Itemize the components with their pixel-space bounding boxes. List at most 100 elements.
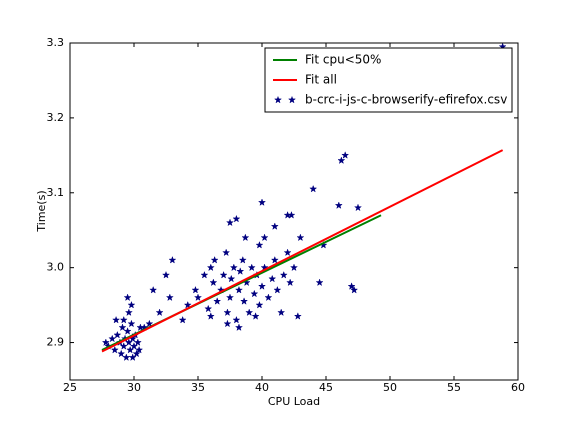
point — [122, 353, 131, 361]
point — [133, 338, 142, 347]
point — [286, 278, 295, 287]
point — [255, 240, 264, 249]
point — [124, 308, 133, 317]
legend-marker — [273, 95, 283, 104]
point — [168, 255, 177, 264]
point — [206, 263, 215, 272]
point — [123, 327, 132, 335]
point — [145, 319, 154, 328]
point — [260, 233, 269, 242]
point — [222, 248, 231, 257]
point — [250, 289, 259, 298]
x-tick-label: 60 — [511, 381, 525, 394]
legend-label: Fit cpu<50% — [305, 53, 381, 67]
point — [178, 315, 187, 324]
point — [241, 233, 250, 242]
point — [108, 334, 117, 343]
y-tick-label: 3.2 — [47, 111, 65, 124]
point — [161, 270, 171, 279]
point — [268, 274, 277, 283]
point — [165, 293, 174, 302]
point — [232, 315, 241, 324]
point — [210, 255, 219, 264]
point — [127, 300, 136, 309]
point — [124, 338, 133, 347]
point — [353, 203, 363, 212]
point — [315, 278, 324, 287]
y-tick-label: 3.0 — [47, 261, 65, 274]
point — [227, 274, 236, 283]
point — [334, 201, 343, 209]
point — [225, 218, 235, 227]
x-tick-label: 30 — [127, 381, 141, 394]
point — [229, 263, 238, 272]
point — [255, 300, 264, 309]
point — [155, 308, 164, 317]
point — [232, 214, 241, 223]
point — [296, 233, 305, 242]
point — [127, 319, 136, 328]
point — [287, 210, 296, 219]
point — [223, 308, 232, 317]
point — [204, 304, 213, 313]
point — [209, 278, 218, 287]
point — [337, 156, 346, 165]
point — [289, 263, 299, 272]
point — [123, 293, 132, 302]
point — [128, 353, 137, 361]
y-tick-label: 2.9 — [47, 336, 65, 349]
point — [126, 345, 135, 354]
x-tick-label: 50 — [383, 381, 397, 394]
point — [240, 297, 249, 305]
point — [112, 315, 121, 324]
legend-label: Fit all — [305, 73, 337, 87]
fit-line — [101, 149, 504, 353]
point — [200, 270, 209, 279]
x-tick-label: 45 — [319, 381, 333, 394]
legend-box — [264, 47, 513, 113]
point — [234, 323, 244, 332]
point — [283, 248, 292, 257]
point — [193, 293, 203, 302]
point — [257, 282, 267, 290]
point — [341, 151, 350, 159]
point — [236, 267, 245, 275]
point — [225, 293, 235, 302]
point — [101, 338, 110, 347]
point — [132, 349, 141, 358]
point — [270, 255, 279, 264]
point — [234, 285, 244, 294]
y-tick-label: 3.1 — [47, 186, 65, 199]
x-axis-label: CPU Load — [268, 395, 320, 408]
point — [110, 345, 119, 354]
legend-marker — [287, 95, 297, 104]
point — [309, 184, 318, 193]
point — [347, 282, 356, 290]
point — [251, 312, 260, 320]
point — [117, 349, 126, 358]
y-axis-label: Time(s) — [35, 190, 48, 232]
point — [279, 270, 288, 279]
point — [135, 345, 144, 354]
x-tick-label: 40 — [255, 381, 269, 394]
point — [277, 308, 286, 317]
point — [119, 315, 128, 324]
point — [247, 263, 256, 272]
point — [113, 330, 122, 339]
point — [264, 293, 273, 302]
point — [245, 308, 254, 317]
point — [293, 312, 302, 320]
point — [219, 270, 228, 279]
point — [350, 285, 359, 294]
legend-label: b-crc-i-js-c-browserify-efirefox.csv — [305, 93, 507, 107]
x-tick-label: 55 — [447, 381, 461, 394]
point — [191, 285, 200, 294]
plot-frame — [69, 42, 519, 381]
point — [129, 342, 139, 350]
point — [206, 312, 215, 320]
x-tick-label: 25 — [63, 381, 77, 394]
y-tick-label: 3.3 — [47, 36, 65, 49]
point — [118, 323, 127, 332]
point — [257, 198, 267, 206]
